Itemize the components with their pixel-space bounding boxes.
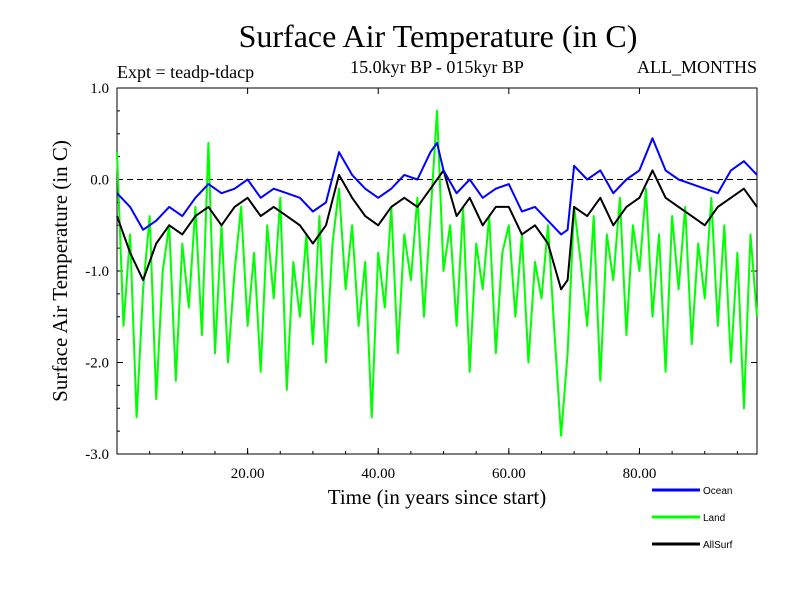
period-label: ALL_MONTHS (637, 57, 757, 77)
y-tick-label: -3.0 (85, 447, 109, 463)
legend-label-ocean: Ocean (703, 486, 732, 497)
axis-tick-labels: 20.00 40.00 60.00 80.00 1.0 0.0 -1.0 -2.0 -3.0 (85, 81, 656, 482)
x-tick-label: 60.00 (492, 466, 526, 482)
chart-subtitle: 15.0kyr BP - 015kyr BP (350, 57, 524, 77)
x-axis-label: Time (in years since start) (328, 485, 547, 509)
y-tick-label: -2.0 (85, 356, 109, 372)
series-line-land (116, 109, 758, 437)
y-tick-label: -1.0 (85, 264, 109, 280)
y-tick-label: 0.0 (90, 173, 109, 189)
legend-label-land: Land (703, 513, 725, 524)
series-line-ocean (116, 137, 758, 236)
x-tick-label: 20.00 (231, 466, 265, 482)
legend: Ocean Land AllSurf (652, 486, 733, 551)
experiment-label: Expt = teadp-tdacp (117, 62, 254, 82)
chart-title: Surface Air Temperature (in C) (239, 18, 638, 54)
legend-label-allsurf: AllSurf (703, 540, 733, 551)
x-tick-label: 80.00 (623, 466, 657, 482)
y-tick-label: 1.0 (90, 81, 109, 97)
series-lines (116, 109, 758, 437)
axis-ticks (116, 87, 757, 455)
x-tick-label: 40.00 (361, 466, 395, 482)
y-axis-label: Surface Air Temperature (in C) (48, 140, 72, 402)
